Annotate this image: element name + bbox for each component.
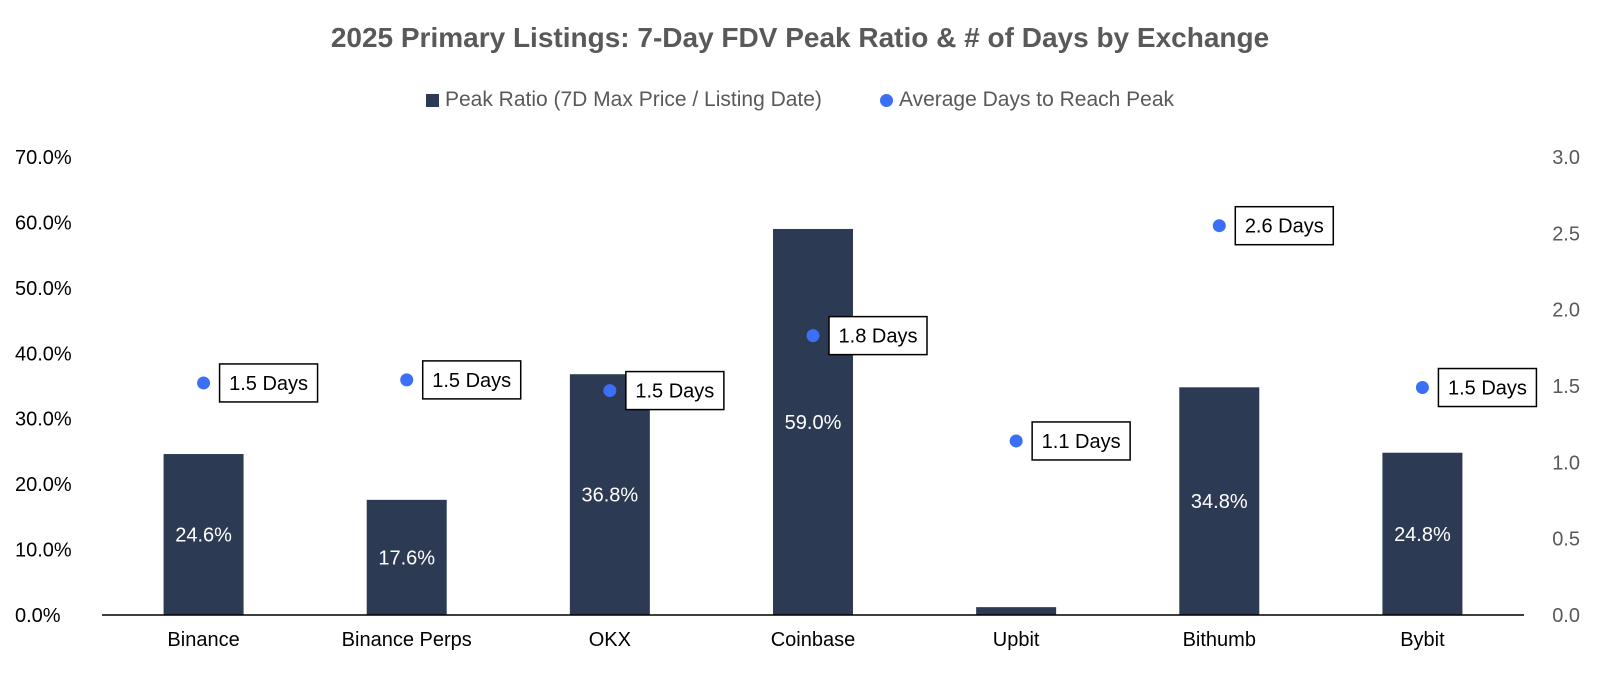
x-tick-label: Upbit [993, 629, 1040, 651]
bar-data-label: 24.6% [175, 525, 232, 547]
bar [569, 374, 650, 615]
point-label-box [421, 360, 522, 400]
y-left-tick-label: 20.0% [15, 474, 72, 496]
point-data-label: 1.5 Days [1448, 378, 1527, 400]
point-data-label: 1.8 Days [839, 326, 918, 348]
y-left-tick-label: 50.0% [15, 278, 72, 300]
chart-title: 2025 Primary Listings: 7-Day FDV Peak Ra… [330, 22, 1270, 53]
scatter-point [603, 384, 617, 398]
point-label-box [1437, 367, 1538, 408]
y-right-tick-label: 0.5 [1552, 529, 1580, 551]
legend-dot-swatch [879, 93, 893, 107]
point-label-box [828, 315, 928, 356]
point-label-box [625, 370, 725, 411]
point-data-label: 1.1 Days [1042, 431, 1121, 453]
bar [773, 228, 853, 615]
bar-data-label: 34.8% [1191, 491, 1248, 513]
x-tick-label: Coinbase [771, 629, 856, 651]
y-right-tick-label: 1.5 [1552, 376, 1580, 398]
scatter-point [400, 373, 414, 387]
point-label-box [218, 363, 319, 403]
chart-legend: Peak Ratio (7D Max Price / Listing Date)… [0, 88, 1600, 112]
legend-item-peak-ratio: Peak Ratio (7D Max Price / Listing Date) [425, 88, 822, 112]
y-left-tick-label: 0.0% [15, 605, 61, 627]
scatter-point [1212, 219, 1226, 233]
scatter-point [1009, 434, 1023, 448]
x-tick-label: OKX [589, 629, 631, 651]
legend-bar-swatch [425, 93, 439, 107]
y-right-tick-label: 3.0 [1552, 147, 1580, 169]
y-left-tick-label: 30.0% [15, 409, 72, 431]
y-left-tick-label: 70.0% [15, 147, 72, 169]
point-data-label: 2.6 Days [1245, 216, 1324, 238]
bar [1382, 452, 1463, 615]
point-label-box [1234, 205, 1335, 246]
scatter-point [806, 329, 820, 343]
y-left-tick-label: 60.0% [15, 212, 72, 234]
x-tick-label: Bithumb [1183, 629, 1256, 651]
y-left-tick-label: 10.0% [15, 540, 72, 562]
y-left-tick-label: 40.0% [15, 343, 72, 365]
point-label-box [1031, 421, 1131, 461]
x-tick-label: Bybit [1400, 629, 1445, 651]
bar-data-label: 24.8% [1394, 524, 1451, 546]
legend-item-average-days: Average Days to Reach Peak [879, 88, 1175, 112]
bar [366, 499, 447, 615]
point-data-label: 1.5 Days [432, 370, 511, 392]
scatter-point [197, 376, 211, 390]
y-right-tick-label: 2.0 [1552, 300, 1580, 322]
x-tick-label: Binance [167, 629, 239, 651]
bar [1179, 387, 1260, 615]
bar-data-label: 17.6% [378, 547, 435, 569]
bar [976, 607, 1057, 615]
y-right-tick-label: 2.5 [1552, 223, 1580, 245]
point-data-label: 1.5 Days [229, 373, 308, 395]
legend-label-average-days: Average Days to Reach Peak [898, 88, 1175, 111]
x-tick-label: Binance Perps [342, 629, 472, 651]
bar-data-label: 36.8% [581, 485, 638, 507]
y-right-tick-label: 1.0 [1552, 452, 1580, 474]
point-data-label: 1.5 Days [635, 381, 714, 403]
bar [163, 454, 244, 615]
bar-data-label: 59.0% [785, 412, 842, 434]
y-right-tick-label: 0.0 [1552, 605, 1580, 627]
legend-label-peak-ratio: Peak Ratio (7D Max Price / Listing Date) [444, 88, 822, 111]
scatter-point [1415, 381, 1429, 395]
